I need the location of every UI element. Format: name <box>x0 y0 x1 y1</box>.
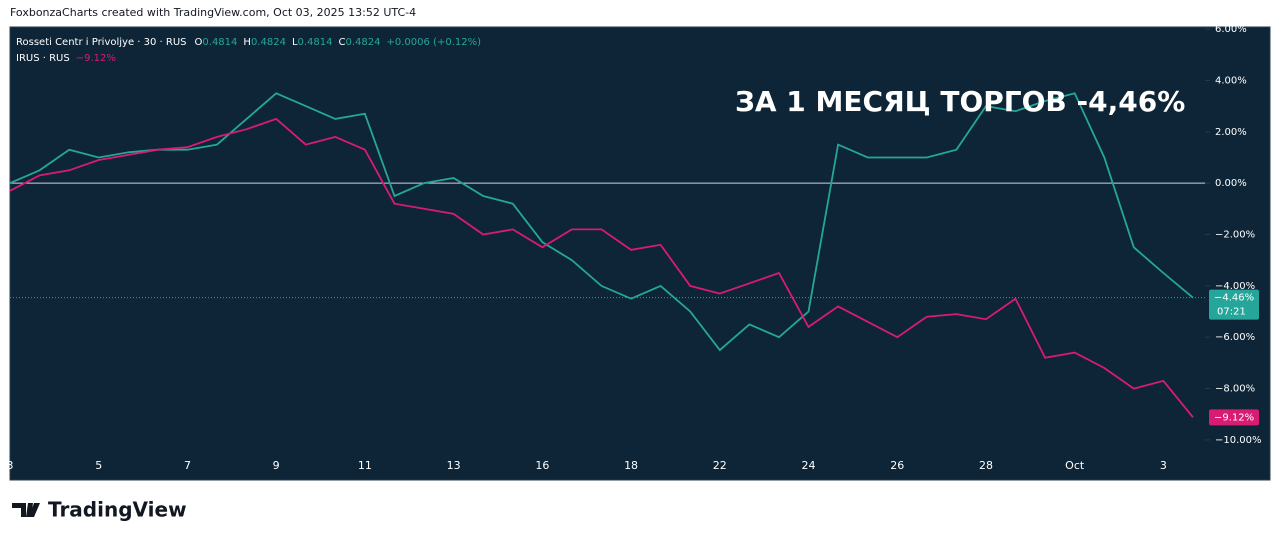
series-line <box>9 92 1194 352</box>
x-tick-label: 22 <box>713 459 727 472</box>
y-tick-label: 6.00% <box>1215 24 1247 35</box>
x-tick-label: 9 <box>273 459 280 472</box>
y-tick-label: 0.00% <box>1215 178 1247 189</box>
x-tick-label: 11 <box>358 459 372 472</box>
price-box <box>1209 409 1259 426</box>
legend-change: +0.0006 (+0.12%) <box>387 37 482 48</box>
price-label: −4.46% <box>1214 293 1254 304</box>
legend-key: L <box>292 37 298 48</box>
y-tick-label: 2.00% <box>1215 127 1247 138</box>
chart-area <box>9 26 1271 481</box>
legend-key: O <box>195 37 203 48</box>
legend-row: Rosseti Centr i Privoljye · 30 · RUS O0.4… <box>16 37 481 48</box>
x-tick-label: 16 <box>535 459 549 472</box>
legend-value: 0.4814 <box>202 37 237 48</box>
legend-title: Rosseti Centr i Privoljye · 30 · RUS <box>16 37 187 48</box>
legend-value: −9.12% <box>76 53 116 64</box>
y-tick-label: 4.00% <box>1215 75 1247 86</box>
x-tick-label: 3 <box>1160 459 1167 472</box>
price-label: −9.12% <box>1214 412 1254 423</box>
y-tick-label: −10.00% <box>1215 435 1262 446</box>
legend-key: C <box>339 37 346 48</box>
header: FoxbonzaCharts created with TradingView.… <box>10 6 416 19</box>
legend-value: 0.4814 <box>298 37 333 48</box>
x-tick-label: 28 <box>979 459 993 472</box>
x-tick-label: Oct <box>1065 459 1085 472</box>
x-tick-label: 13 <box>447 459 461 472</box>
x-tick-label: 7 <box>184 459 191 472</box>
legend-value: 0.4824 <box>346 37 381 48</box>
annotation: ЗА 1 МЕСЯЦ ТОРГОВ -4,46% <box>735 85 1185 118</box>
series-line <box>9 117 1194 418</box>
legend-title: IRUS · RUS <box>16 53 70 64</box>
x-tick-label: 3 <box>7 459 14 472</box>
y-tick-label: −4.00% <box>1215 281 1255 292</box>
x-tick-label: 5 <box>95 459 102 472</box>
x-tick-label: 24 <box>802 459 816 472</box>
legend-key: H <box>243 37 251 48</box>
y-tick-label: −6.00% <box>1215 332 1255 343</box>
y-tick-label: −8.00% <box>1215 384 1255 395</box>
footer: TradingView <box>48 498 187 522</box>
logo: TradingView <box>12 498 187 522</box>
y-tick-label: −2.00% <box>1215 229 1255 240</box>
legend-value: 0.4824 <box>251 37 286 48</box>
x-tick-label: 26 <box>890 459 904 472</box>
x-tick-label: 18 <box>624 459 638 472</box>
price-box <box>1209 289 1259 320</box>
time-label: 07:21 <box>1217 307 1246 318</box>
legend-row: IRUS · RUS −9.12% <box>16 53 116 64</box>
